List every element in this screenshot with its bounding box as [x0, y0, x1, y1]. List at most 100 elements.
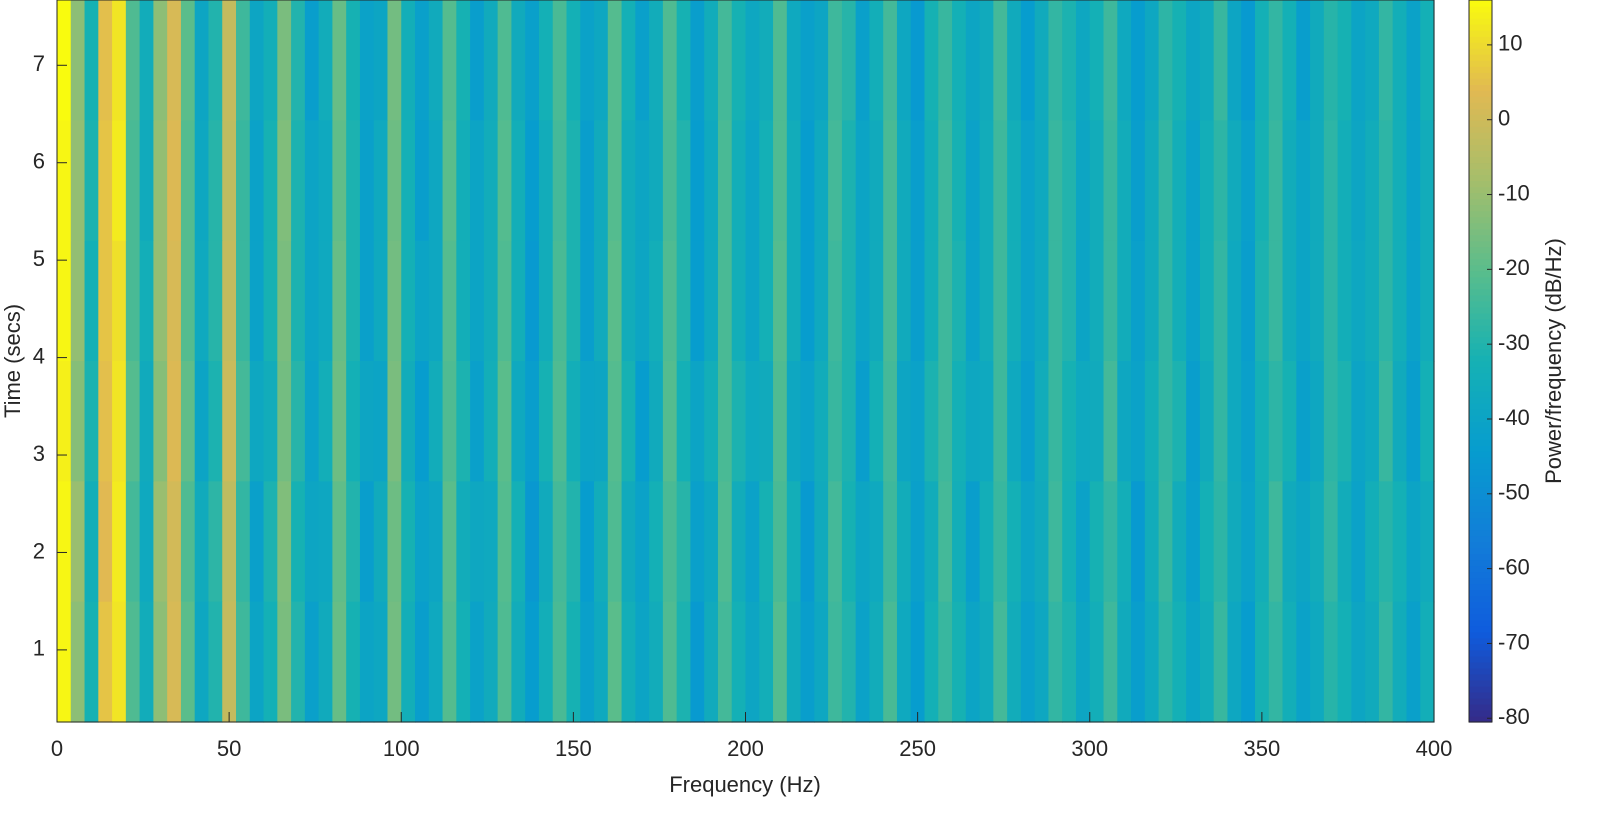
heatmap-cell — [1337, 481, 1352, 603]
heatmap-cell — [1296, 481, 1311, 603]
heatmap-cell — [497, 120, 513, 242]
heatmap-cell — [112, 0, 127, 121]
colorbar-swatch — [1469, 427, 1492, 434]
heatmap-cell — [291, 120, 306, 242]
heatmap-cell — [236, 601, 251, 723]
colorbar-swatch — [1469, 457, 1492, 464]
heatmap-cell — [208, 120, 223, 242]
heatmap-cell — [1089, 361, 1105, 482]
colorbar-swatch — [1469, 330, 1492, 338]
heatmap-cell — [786, 120, 802, 242]
heatmap-cell — [125, 0, 141, 121]
heatmap-cell — [1392, 601, 1408, 723]
heatmap-cell — [896, 601, 912, 723]
heatmap-cell — [1158, 481, 1173, 603]
colorbar-tick-label: -60 — [1498, 554, 1530, 579]
colorbar-swatch — [1469, 691, 1492, 699]
heatmap-cell — [552, 481, 568, 603]
colorbar-swatch — [1469, 463, 1492, 470]
colorbar-swatch — [1469, 667, 1492, 675]
heatmap-cell — [649, 481, 664, 603]
colorbar-swatch — [1469, 48, 1492, 55]
heatmap-cell — [428, 120, 444, 242]
heatmap-cell — [759, 0, 774, 121]
heatmap-cell — [318, 0, 333, 121]
heatmap-cell — [222, 361, 237, 482]
heatmap-cell — [373, 361, 389, 482]
colorbar-swatch — [1469, 348, 1492, 356]
colorbar-swatch — [1469, 493, 1492, 500]
heatmap-cell — [676, 120, 692, 242]
heatmap-cell — [1034, 601, 1050, 723]
heatmap-cell — [690, 0, 705, 121]
heatmap-cell — [1365, 120, 1380, 242]
heatmap-cell — [607, 361, 623, 482]
heatmap-cell — [1406, 481, 1421, 603]
heatmap-cell — [1323, 361, 1339, 482]
heatmap-cell — [208, 361, 223, 482]
heatmap-cell — [1296, 120, 1311, 242]
heatmap-cell — [84, 240, 99, 362]
heatmap-cell — [690, 601, 705, 723]
heatmap-cell — [745, 481, 760, 603]
heatmap-cell — [993, 0, 1008, 121]
heatmap-cell — [1103, 0, 1118, 121]
heatmap-cell — [1186, 0, 1201, 121]
heatmap-cell — [1323, 120, 1339, 242]
heatmap-cell — [401, 0, 416, 121]
heatmap-cell — [607, 0, 623, 121]
heatmap-cell — [1117, 240, 1132, 362]
colorbar-swatch — [1469, 631, 1492, 639]
heatmap-cell — [910, 240, 926, 362]
colorbar-tick-label: -70 — [1498, 629, 1530, 654]
colorbar-swatch — [1469, 174, 1492, 182]
heatmap-cell — [112, 120, 127, 242]
colorbar-swatch — [1469, 12, 1492, 19]
heatmap-cell — [373, 601, 389, 723]
heatmap-cell — [236, 0, 251, 121]
heatmap-cell — [773, 120, 788, 242]
heatmap-cell — [635, 120, 650, 242]
heatmap-cell — [1062, 481, 1077, 603]
heatmap-cell — [841, 240, 857, 362]
heatmap-cell — [1227, 361, 1242, 482]
heatmap-cell — [153, 120, 168, 242]
colorbar-tick-label: -80 — [1498, 704, 1530, 729]
colorbar-swatch — [1469, 288, 1492, 296]
heatmap-cell — [98, 0, 113, 121]
heatmap-cell — [373, 481, 389, 603]
colorbar-swatch — [1469, 517, 1492, 525]
heatmap-cell — [924, 240, 939, 362]
heatmap-cell — [704, 0, 719, 121]
heatmap-cell — [442, 120, 457, 242]
heatmap-cell — [525, 481, 540, 603]
heatmap-cell — [401, 481, 416, 603]
heatmap-cell — [745, 0, 760, 121]
colorbar-swatch — [1469, 379, 1492, 386]
heatmap-cell — [1048, 481, 1063, 603]
colorbar-swatch — [1469, 403, 1492, 410]
colorbar-swatch — [1469, 709, 1492, 717]
heatmap-cell — [167, 481, 182, 603]
heatmap-cell — [1117, 0, 1132, 121]
heatmap-cell — [401, 361, 416, 482]
colorbar-swatch — [1469, 505, 1492, 513]
heatmap-cell — [180, 240, 196, 362]
heatmap-cell — [1406, 120, 1421, 242]
heatmap-cell — [979, 601, 994, 723]
heatmap-cell — [965, 240, 981, 362]
heatmap-cell — [236, 120, 251, 242]
colorbar-swatch — [1469, 84, 1492, 91]
heatmap-cell — [1199, 361, 1215, 482]
heatmap-cell — [456, 601, 471, 723]
heatmap-cell — [635, 0, 650, 121]
heatmap-cell — [1282, 601, 1297, 723]
heatmap-cell — [1365, 240, 1380, 362]
heatmap-cell — [828, 0, 843, 121]
heatmap-cell — [952, 601, 967, 723]
heatmap-cell — [1199, 601, 1215, 723]
heatmap-cell — [167, 361, 182, 482]
heatmap-cell — [249, 120, 265, 242]
heatmap-cell — [1034, 240, 1050, 362]
heatmap-cell — [1213, 601, 1229, 723]
